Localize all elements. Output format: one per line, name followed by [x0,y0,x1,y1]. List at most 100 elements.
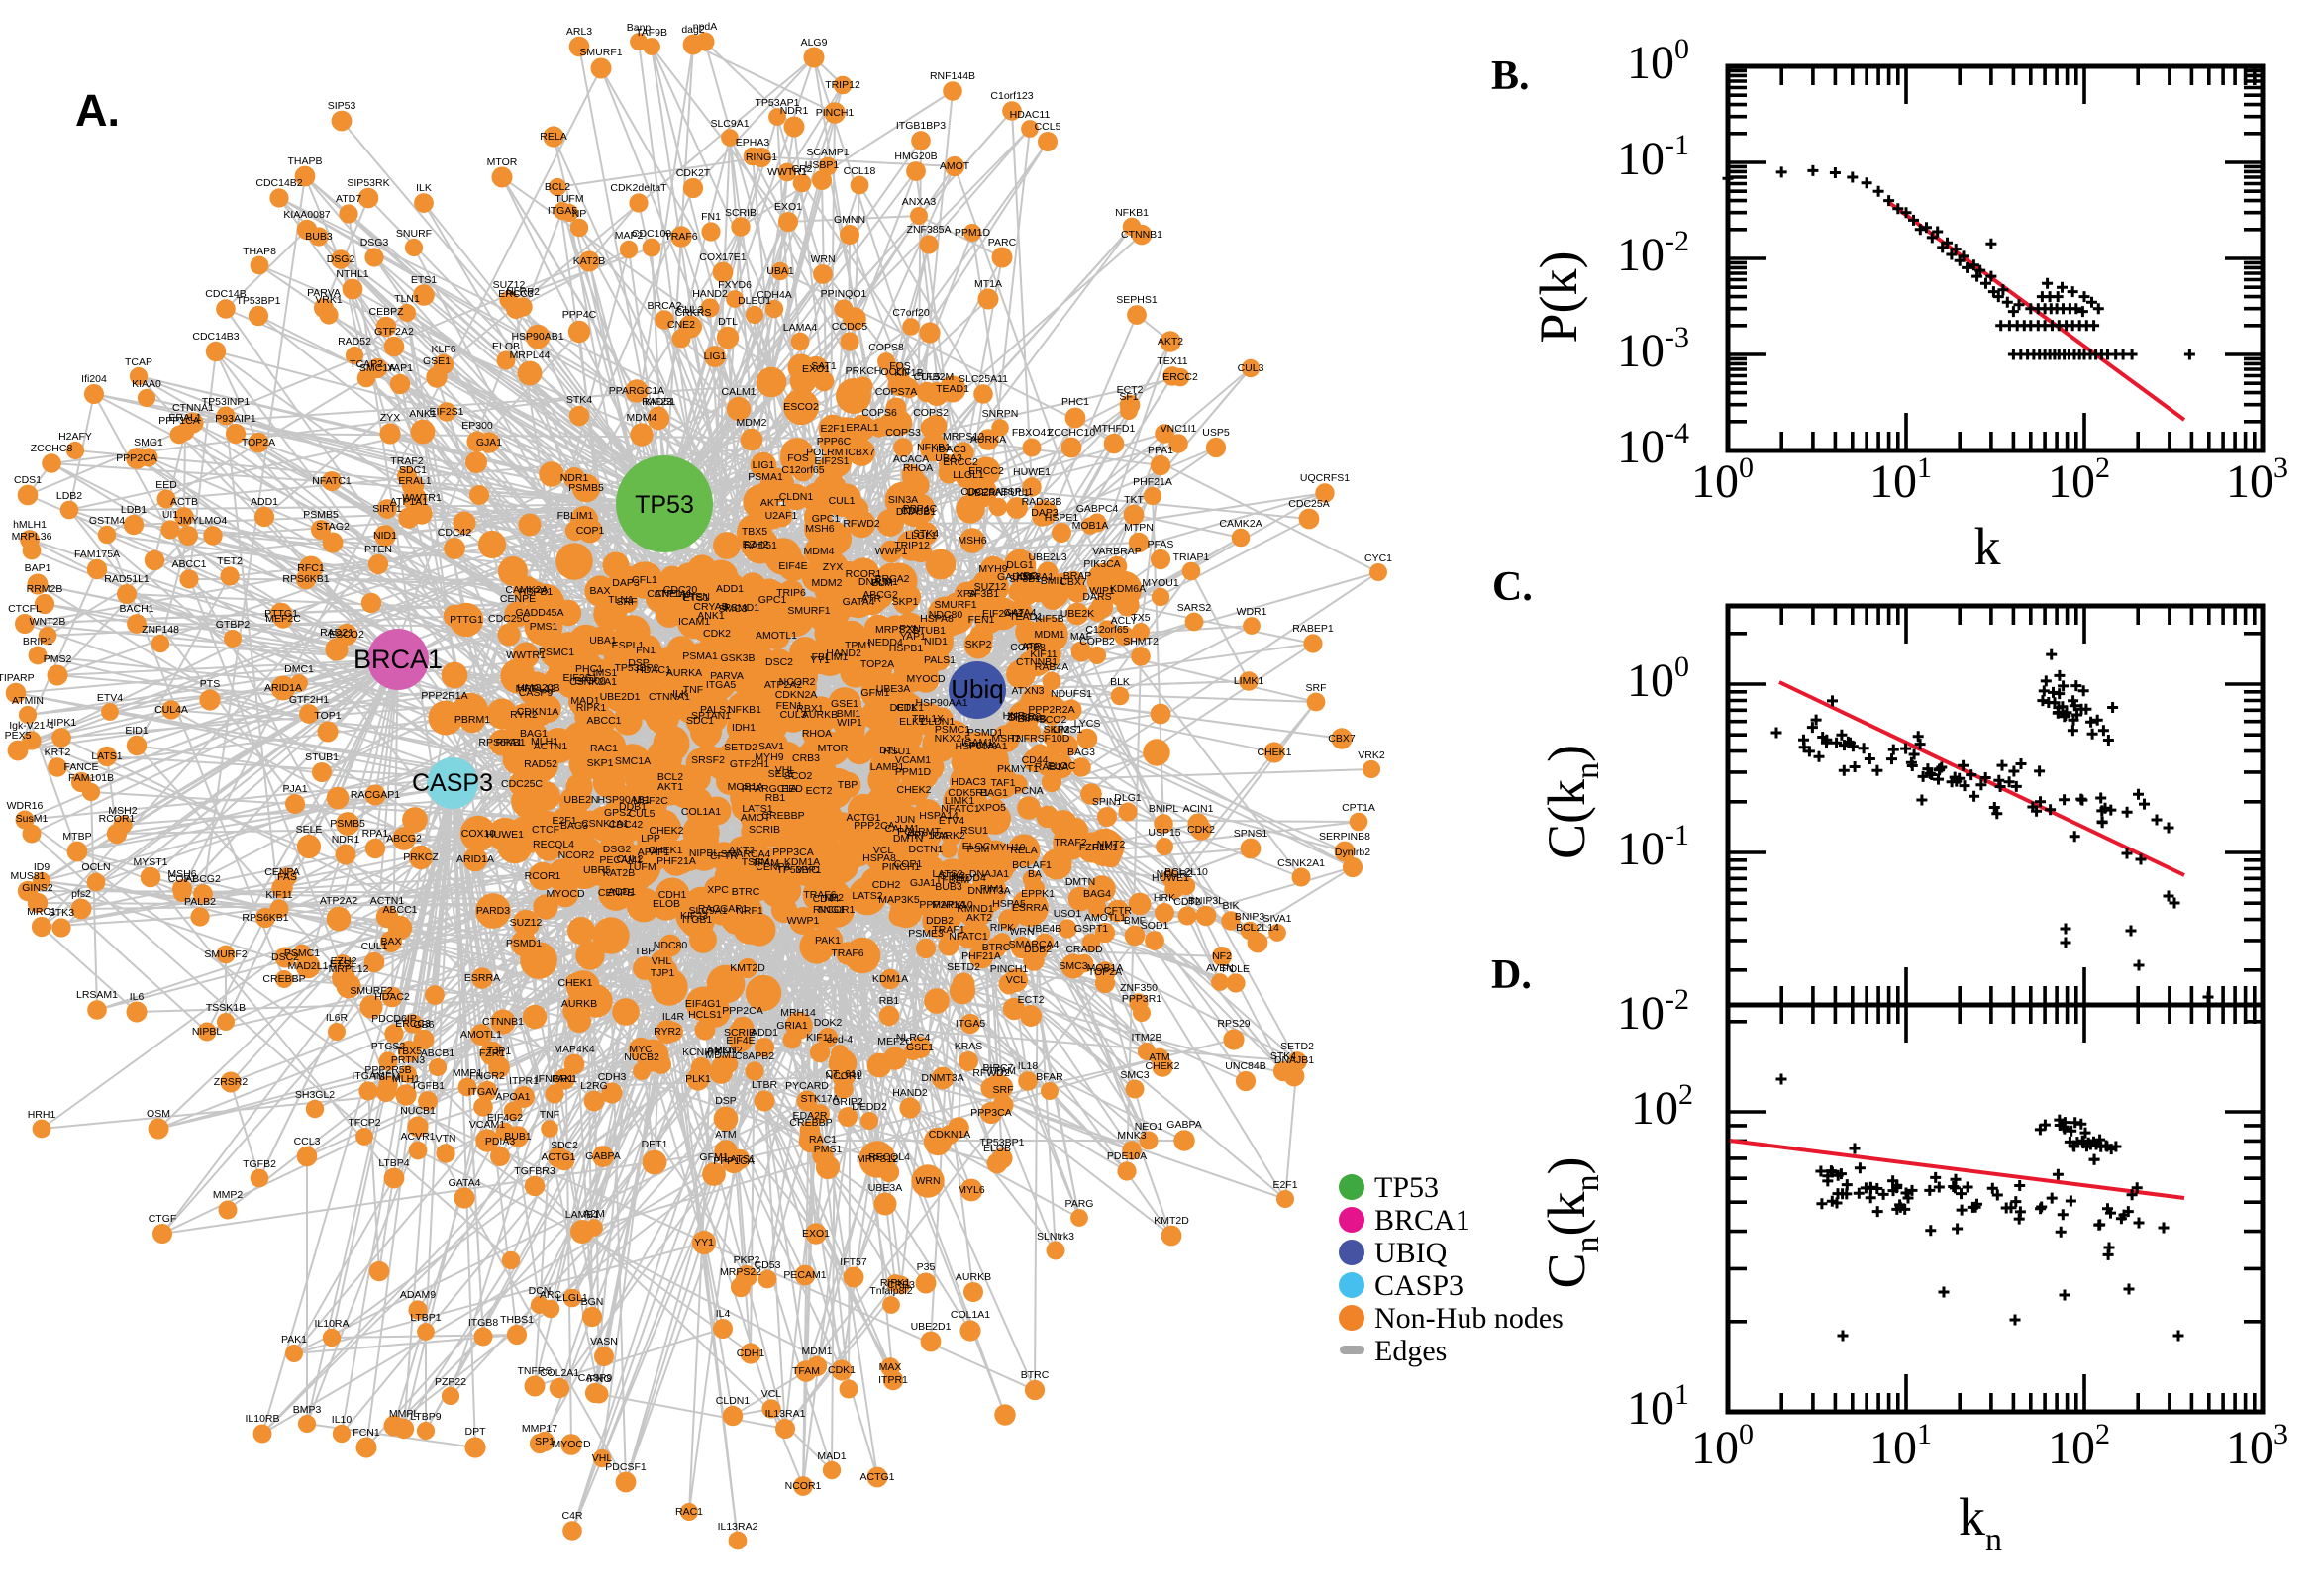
svg-text:NFKB1: NFKB1 [917,442,951,453]
svg-text:RAC1: RAC1 [809,1134,837,1146]
svg-text:GJA1: GJA1 [476,437,502,449]
svg-text:ETS1: ETS1 [683,592,709,604]
svg-text:CTNNB1: CTNNB1 [482,1016,524,1028]
svg-text:SHMT2: SHMT2 [1123,636,1159,648]
svg-text:CDK1: CDK1 [828,1364,856,1376]
svg-text:NDR1: NDR1 [560,472,589,484]
svg-text:CHEK1: CHEK1 [557,977,592,989]
svg-text:DSG3: DSG3 [360,237,389,249]
svg-text:ADD1: ADD1 [608,886,636,898]
svg-text:CPT1A: CPT1A [1342,802,1375,814]
svg-text:CRB3: CRB3 [887,1279,915,1291]
svg-text:VRK2: VRK2 [1358,749,1385,761]
svg-text:ADD1: ADD1 [251,496,278,508]
svg-text:XPO5: XPO5 [978,802,1006,814]
svg-text:PPP3CA: PPP3CA [970,1107,1011,1119]
svg-text:ERAL1: ERAL1 [398,475,431,487]
svg-text:UQCRFS1: UQCRFS1 [1300,472,1350,484]
svg-text:TGFB2: TGFB2 [243,1158,276,1170]
svg-text:STK4: STK4 [566,394,592,406]
svg-text:CDC25A: CDC25A [960,486,1001,498]
svg-text:P35: P35 [917,1261,936,1273]
svg-text:WWP1: WWP1 [787,915,820,927]
svg-text:WRN: WRN [1009,926,1034,938]
svg-text:RAD52: RAD52 [524,758,557,770]
svg-text:ATMIN: ATMIN [12,695,44,707]
svg-text:SEPHS1: SEPHS1 [1116,294,1158,306]
svg-text:POLE: POLE [1222,963,1250,975]
svg-text:PIK3CA: PIK3CA [1083,558,1120,570]
svg-text:MSH6: MSH6 [958,535,986,547]
svg-text:TAF9B: TAF9B [636,27,667,39]
svg-text:NTHL1: NTHL1 [336,268,368,280]
svg-text:PMS1: PMS1 [530,621,558,633]
svg-text:ERCC3: ERCC3 [395,1018,431,1030]
svg-text:NDC80: NDC80 [654,940,688,951]
svg-text:CDS1: CDS1 [14,474,42,486]
svg-text:H2AFY: H2AFY [58,431,92,443]
svg-text:HSPB1: HSPB1 [889,643,924,654]
svg-text:WIP1: WIP1 [1089,585,1115,597]
svg-text:LAMB1: LAMB1 [565,1209,600,1221]
svg-text:SRSF2: SRSF2 [691,754,725,766]
svg-text:ALG9: ALG9 [801,37,828,49]
svg-text:SCAMP1: SCAMP1 [806,147,849,158]
svg-text:CFTR: CFTR [710,850,738,862]
svg-text:MOB1A: MOB1A [1072,520,1109,532]
svg-text:TRIP6: TRIP6 [776,587,806,599]
svg-text:PJA1: PJA1 [282,783,307,795]
svg-text:RYR2: RYR2 [654,1026,681,1038]
svg-text:ABCG2: ABCG2 [862,589,898,601]
svg-text:RING1: RING1 [746,151,777,163]
svg-text:ESPL1: ESPL1 [612,640,645,651]
svg-text:CRB3: CRB3 [792,752,820,764]
svg-text:IL6R: IL6R [326,1012,349,1024]
svg-text:TAF1: TAF1 [991,777,1016,789]
svg-text:TJP1: TJP1 [487,1046,512,1057]
svg-text:DSC2: DSC2 [765,656,793,668]
svg-text:RAD51L1: RAD51L1 [104,573,150,585]
svg-text:Dynlrb2: Dynlrb2 [1335,847,1370,858]
svg-text:TIPARP: TIPARP [0,672,35,684]
svg-text:LATS1: LATS1 [742,803,772,815]
svg-text:DCN: DCN [529,1285,552,1297]
svg-text:COX17E1: COX17E1 [699,251,746,263]
svg-text:CDC14B3: CDC14B3 [192,331,239,343]
svg-text:SMC1A: SMC1A [615,755,651,767]
svg-text:ECT2: ECT2 [806,785,833,797]
svg-text:MAP4K4: MAP4K4 [554,1044,595,1055]
svg-text:DSG2: DSG2 [327,253,355,265]
svg-text:PPP2R2A: PPP2R2A [1028,704,1074,716]
svg-text:WDR1: WDR1 [1237,606,1267,618]
svg-text:MMP17: MMP17 [522,1423,557,1435]
svg-text:PTEN: PTEN [364,544,392,555]
svg-text:MTPN: MTPN [1124,522,1154,534]
svg-text:CTCFL: CTCFL [8,603,42,615]
svg-text:Edges: Edges [1374,1335,1447,1367]
svg-text:HMG20B: HMG20B [894,150,937,162]
svg-text:EPPK1: EPPK1 [1021,888,1055,900]
svg-text:HSP90AB1: HSP90AB1 [597,794,650,806]
svg-text:KLF6: KLF6 [431,344,455,355]
svg-text:CCDC5: CCDC5 [832,321,867,333]
svg-text:COL1A1: COL1A1 [951,1309,990,1321]
svg-text:DNAJB1: DNAJB1 [1274,1054,1314,1066]
svg-text:TBX5: TBX5 [396,1046,422,1057]
svg-text:VASN: VASN [590,1336,618,1347]
svg-text:MLH1: MLH1 [392,1073,420,1085]
svg-text:DNMT3A: DNMT3A [967,885,1010,897]
svg-text:NFATC1: NFATC1 [949,931,988,943]
svg-text:EIF4G1: EIF4G1 [685,998,721,1010]
svg-text:CUL4A: CUL4A [154,704,188,716]
svg-text:DLG1: DLG1 [1006,559,1034,571]
svg-text:ERCC2: ERCC2 [1162,371,1198,383]
svg-text:OCLN: OCLN [81,861,110,873]
svg-text:SERPINB8: SERPINB8 [1319,831,1370,843]
svg-text:BNIPL: BNIPL [1149,803,1179,815]
svg-text:BAG1: BAG1 [520,728,548,740]
svg-text:SIRT1: SIRT1 [372,503,402,515]
svg-text:CBX7: CBX7 [1060,576,1087,588]
svg-text:NUCB1: NUCB1 [400,1105,436,1117]
svg-text:BAP1: BAP1 [25,562,51,574]
svg-text:SMURF1: SMURF1 [579,47,622,58]
